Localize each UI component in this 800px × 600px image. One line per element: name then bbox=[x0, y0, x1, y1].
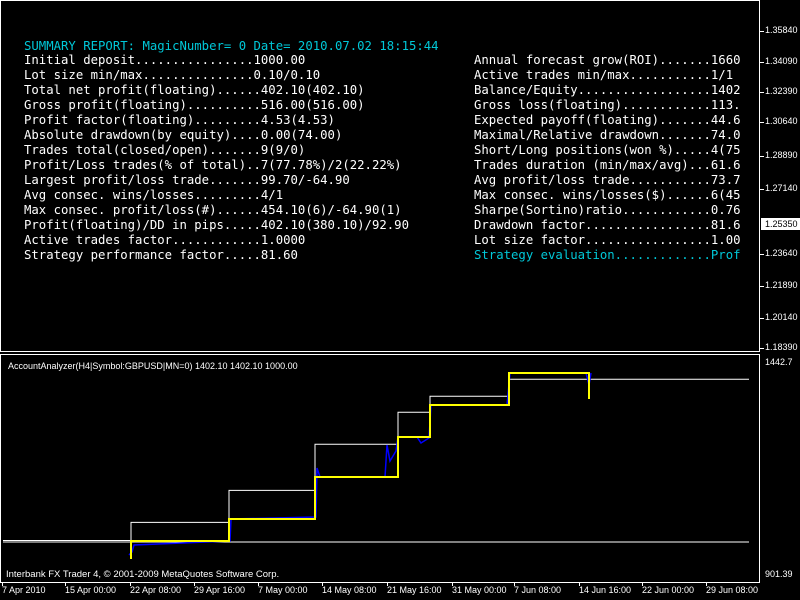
report-line: Lot size factor.................1.00 bbox=[474, 233, 741, 247]
report-line: Avg profit/loss trade...........73.7 bbox=[474, 173, 741, 187]
report-line: Annual forecast grow(ROI).......1660 bbox=[474, 53, 741, 67]
report-line: Profit(floating)/DD in pips.....402.10(3… bbox=[24, 218, 409, 232]
report-title: SUMMARY REPORT: MagicNumber= 0 Date= 201… bbox=[24, 39, 439, 53]
report-line: Trades duration (min/max/avg)...61.6 bbox=[474, 158, 741, 172]
report-line: Drawdown factor.................81.6 bbox=[474, 218, 741, 232]
report-line: Profit/Loss trades(% of total)..7(77.78%… bbox=[24, 158, 402, 172]
indicator-min-label: 901.39 bbox=[765, 569, 793, 579]
price-tick-label: 1.30640 bbox=[760, 116, 798, 126]
price-tick-label: 1.23640 bbox=[760, 248, 798, 258]
report-line: Initial deposit................1000.00 bbox=[24, 53, 306, 67]
time-tick-label: 7 May 00:00 bbox=[258, 583, 308, 595]
time-tick-label: 29 Jun 08:00 bbox=[706, 583, 759, 595]
report-line: Balance/Equity..................1402 bbox=[474, 83, 741, 97]
time-tick-label: 15 Apr 00:00 bbox=[65, 583, 117, 595]
report-left-column: Initial deposit................1000.00 Lo… bbox=[24, 53, 464, 263]
report-line: Avg consec. wins/losses.........4/1 bbox=[24, 188, 284, 202]
price-tick-label: 1.20140 bbox=[760, 312, 798, 322]
time-tick-label: 7 Apr 2010 bbox=[2, 583, 46, 595]
report-line: Strategy evaluation.............Prof bbox=[474, 248, 741, 262]
balance-steps bbox=[130, 372, 590, 559]
report-line: Total net profit(floating)......402.10(4… bbox=[24, 83, 365, 97]
price-tick-label: 1.28890 bbox=[760, 150, 798, 160]
report-line: Profit factor(floating).........4.53(4.5… bbox=[24, 113, 335, 127]
report-line: Sharpe(Sortino)ratio............0.76 bbox=[474, 203, 741, 217]
account-analyzer-curve bbox=[3, 372, 749, 559]
report-line: Lot size min/max...............0.10/0.10 bbox=[24, 68, 321, 82]
report-line: Active trades factor............1.0000 bbox=[24, 233, 306, 247]
current-price-label: 1.25350 bbox=[761, 218, 800, 230]
main-chart-window[interactable]: SUMMARY REPORT: MagicNumber= 0 Date= 201… bbox=[0, 0, 760, 352]
report-line: Expected payoff(floating).......44.6 bbox=[474, 113, 741, 127]
time-tick-label: 21 May 16:00 bbox=[387, 583, 442, 595]
report-line: Active trades min/max...........1/1 bbox=[474, 68, 734, 82]
indicator-window[interactable]: AccountAnalyzer(H4|Symbol:GBPUSD|MN=0) 1… bbox=[0, 354, 760, 583]
price-tick-label: 1.27140 bbox=[760, 183, 798, 193]
time-tick-label: 22 Jun 00:00 bbox=[642, 583, 695, 595]
report-line: Gross loss(floating)............113. bbox=[474, 98, 741, 112]
report-line: Largest profit/loss trade.......99.70/-6… bbox=[24, 173, 350, 187]
time-tick-label: 7 Jun 08:00 bbox=[514, 583, 562, 595]
indicator-label: AccountAnalyzer(H4|Symbol:GBPUSD|MN=0) 1… bbox=[8, 361, 298, 371]
time-tick-label: 14 Jun 16:00 bbox=[579, 583, 632, 595]
report-line: Max consec. profit/loss(#)......454.10(6… bbox=[24, 203, 402, 217]
report-line: Max consec. wins/losses($)......6(45 bbox=[474, 188, 741, 202]
report-right-column: Annual forecast grow(ROI).......1660 Acti… bbox=[474, 53, 759, 263]
report-line: Gross profit(floating)..........516.00(5… bbox=[24, 98, 365, 112]
report-line: Maximal/Relative drawdown.......74.0 bbox=[474, 128, 741, 142]
time-axis[interactable]: 7 Apr 2010 15 Apr 00:00 22 Apr 08:00 29 Apr… bbox=[0, 583, 800, 600]
indicator-max-label: 1442.7 bbox=[765, 357, 793, 367]
price-axis[interactable]: 1.35840 1.34090 1.32390 1.30640 1.28890 1.271… bbox=[760, 0, 800, 600]
price-tick-label: 1.32390 bbox=[760, 86, 798, 96]
price-tick-label: 1.18390 bbox=[760, 342, 798, 352]
time-tick-label: 14 May 08:00 bbox=[322, 583, 377, 595]
report-line: Short/Long positions(won %).....4(75 bbox=[474, 143, 741, 157]
price-tick-label: 1.35840 bbox=[760, 25, 798, 35]
report-line: Absolute drawdown(by equity)....0.00(74.… bbox=[24, 128, 343, 142]
equity-line bbox=[128, 372, 592, 556]
report-line: Trades total(closed/open).......9(9/0) bbox=[24, 143, 306, 157]
balance-line bbox=[3, 378, 749, 541]
time-tick-label: 31 May 00:00 bbox=[452, 583, 507, 595]
price-tick-label: 1.34090 bbox=[760, 56, 798, 66]
time-tick-label: 22 Apr 08:00 bbox=[130, 583, 182, 595]
time-tick-label: 29 Apr 16:00 bbox=[194, 583, 246, 595]
copyright-text: Interbank FX Trader 4, © 2001-2009 MetaQ… bbox=[6, 569, 280, 580]
price-tick-label: 1.21890 bbox=[760, 280, 798, 290]
report-line: Strategy performance factor.....81.60 bbox=[24, 248, 298, 262]
